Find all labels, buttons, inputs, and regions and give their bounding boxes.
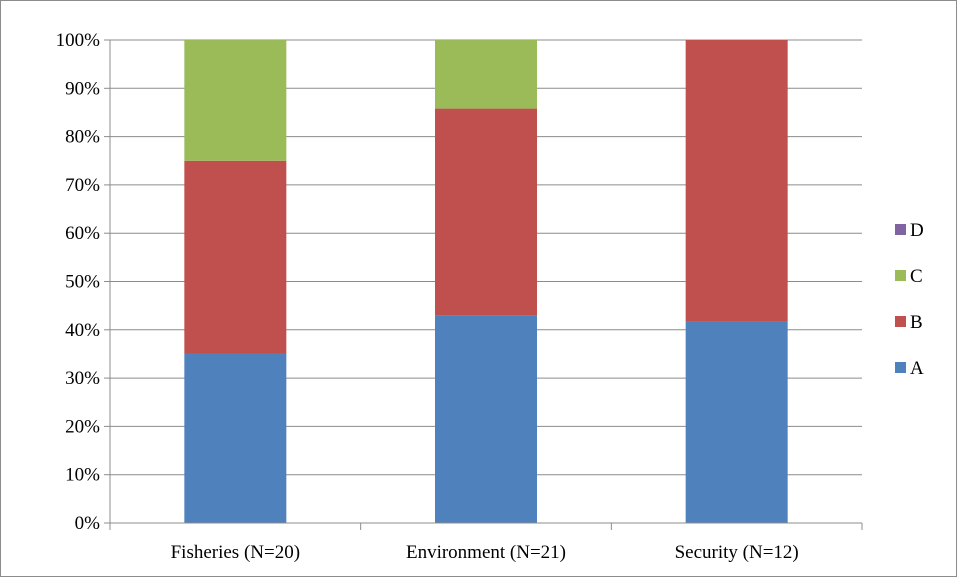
y-tick-label: 90% bbox=[65, 78, 100, 99]
legend-label-d: D bbox=[910, 220, 924, 241]
bar-segment-c bbox=[435, 40, 537, 109]
legend-swatch-d bbox=[895, 224, 906, 235]
bar-segment-a bbox=[184, 353, 287, 523]
bar-segment-b bbox=[184, 160, 287, 354]
y-tick-label: 30% bbox=[65, 368, 100, 389]
y-tick-label: 60% bbox=[65, 223, 100, 244]
bar-segment-a bbox=[685, 321, 788, 523]
legend-swatch-a bbox=[895, 362, 906, 373]
bar-segment-c bbox=[184, 40, 287, 161]
y-tick-label: 20% bbox=[65, 416, 100, 437]
y-tick-label: 0% bbox=[75, 513, 101, 534]
x-tick-label: Environment (N=21) bbox=[406, 542, 566, 563]
y-tick-label: 100% bbox=[56, 30, 101, 51]
legend-swatch-b bbox=[895, 316, 906, 327]
bar-segment-b bbox=[435, 108, 537, 316]
y-tick-label: 10% bbox=[65, 465, 100, 486]
x-tick-label: Fisheries (N=20) bbox=[171, 542, 300, 563]
y-tick-label: 80% bbox=[65, 127, 100, 148]
y-tick-label: 50% bbox=[65, 272, 100, 293]
bar-segment-b bbox=[685, 40, 788, 322]
y-tick-label: 70% bbox=[65, 175, 100, 196]
legend-label-a: A bbox=[910, 358, 924, 379]
legend-label-b: B bbox=[910, 312, 923, 333]
legend-swatch-c bbox=[895, 270, 906, 281]
y-tick-label: 40% bbox=[65, 320, 100, 341]
legend-label-c: C bbox=[910, 266, 923, 287]
x-tick-label: Security (N=12) bbox=[675, 542, 799, 563]
bar-segment-a bbox=[435, 315, 537, 523]
